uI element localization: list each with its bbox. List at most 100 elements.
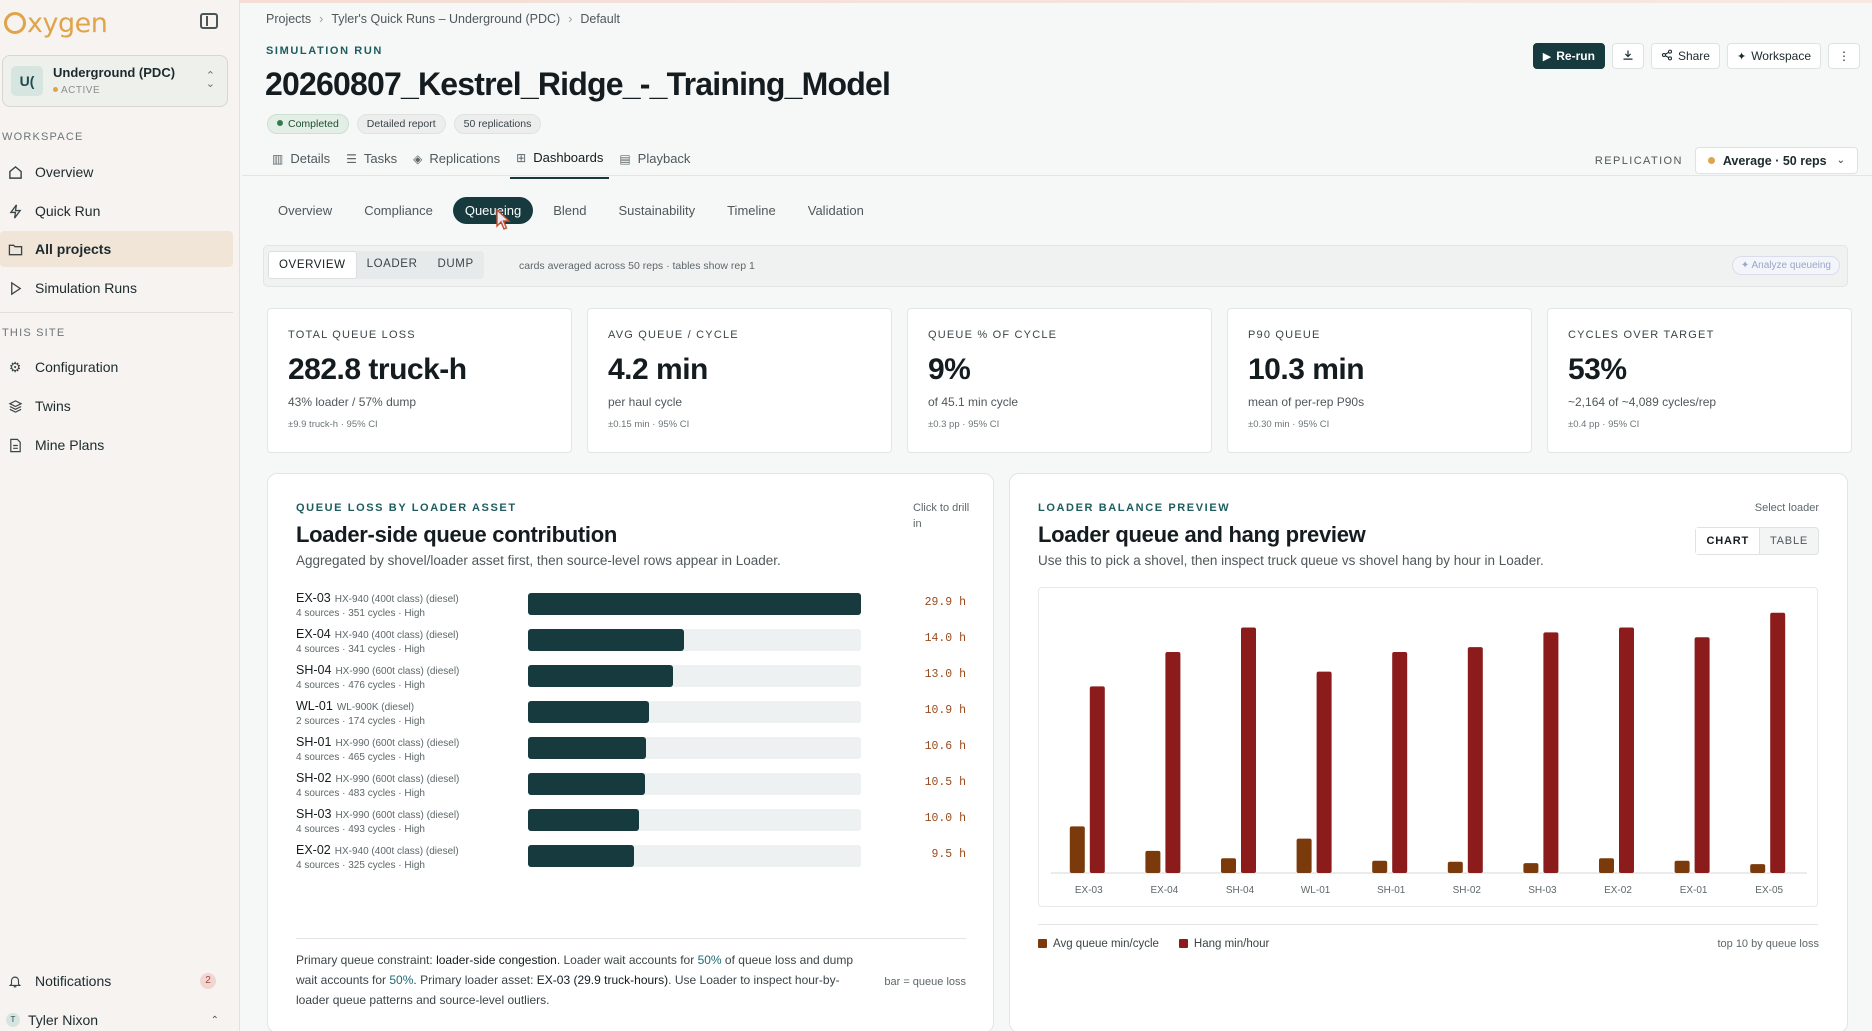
bar-hang[interactable] (1619, 627, 1634, 873)
bar-chart-icon: ▥ (272, 151, 284, 166)
tab-dashboards[interactable]: ⊞ Dashboards (510, 147, 610, 179)
bar-hang[interactable] (1770, 612, 1786, 873)
tab-replications[interactable]: ◈ Replications (413, 151, 501, 166)
sidebar-item-twins[interactable]: Twins (0, 388, 233, 424)
kpi-card: P90 QUEUE 10.3 min mean of per-rep P90s ±0.… (1227, 308, 1532, 453)
x-tick-label: EX-01 (1680, 885, 1708, 896)
bar-avg-queue[interactable] (1069, 826, 1085, 873)
bar-hang[interactable] (1467, 647, 1483, 873)
loader-row[interactable]: SH-04 HX-990 (600t class) (diesel) 4 sourc… (296, 661, 966, 697)
loader-name: SH-04 HX-990 (600t class) (diesel) (296, 663, 460, 677)
kpi-label: QUEUE % OF CYCLE (928, 329, 1058, 341)
collapse-sidebar-icon[interactable] (200, 13, 218, 29)
play-icon: ▶ (1542, 50, 1552, 63)
download-button[interactable] (1611, 43, 1644, 69)
tab-tasks[interactable]: ☰ Tasks (346, 151, 398, 166)
bar-avg-queue[interactable] (1372, 860, 1388, 873)
rerun-button[interactable]: ▶ Re-run (1532, 43, 1605, 69)
loader-row[interactable]: SH-03 HX-990 (600t class) (diesel) 4 sourc… (296, 805, 966, 841)
x-tick-label: EX-05 (1755, 885, 1783, 896)
view-dump[interactable]: DUMP (437, 258, 474, 270)
x-tick-label: EX-02 (1604, 885, 1632, 896)
more-menu-button[interactable]: ⋮ (1828, 43, 1860, 69)
breadcrumb-projects[interactable]: Projects (266, 12, 312, 26)
sidebar-item-configuration[interactable]: ⚙ Configuration (0, 349, 233, 385)
bar-avg-queue[interactable] (1145, 850, 1161, 873)
loader-row[interactable]: EX-02 HX-940 (400t class) (diesel) 4 sourc… (296, 841, 966, 877)
loader-row[interactable]: SH-01 HX-990 (600t class) (diesel) 4 sourc… (296, 733, 966, 769)
tab-details[interactable]: ▥ Details (272, 151, 331, 166)
sidebar-item-all-projects[interactable]: All projects (0, 231, 233, 267)
kpi-subtext: 43% loader / 57% dump (288, 395, 417, 409)
replication-select[interactable]: Average · 50 reps ⌄ (1694, 147, 1858, 174)
bar-hang[interactable] (1089, 686, 1105, 873)
analyze-queueing-button[interactable]: ✦ Analyze queueing (1731, 256, 1840, 275)
kpi-value: 4.2 min (608, 353, 708, 386)
loader-row[interactable]: EX-03 HX-940 (400t class) (diesel) 4 sourc… (296, 589, 966, 625)
app-logo[interactable]: xygen (4, 8, 108, 39)
breadcrumb-project[interactable]: Tyler's Quick Runs – Underground (PDC) (331, 12, 561, 26)
bar-avg-queue[interactable] (1599, 858, 1614, 873)
bar-hang[interactable] (1392, 652, 1408, 873)
home-icon (6, 163, 24, 181)
kpi-confidence: ±0.3 pp · 95% CI (928, 419, 1000, 430)
subtab-blend[interactable]: Blend (553, 203, 587, 218)
loader-row[interactable]: WL-01 WL-900K (diesel) 2 sources · 174 cyc… (296, 697, 966, 733)
bar-hang[interactable] (1543, 632, 1559, 873)
user-menu[interactable]: T Tyler Nixon ⌃ (0, 1002, 233, 1031)
bar-avg-queue[interactable] (1296, 838, 1312, 873)
loader-row[interactable]: EX-04 HX-940 (400t class) (diesel) 4 sourc… (296, 625, 966, 661)
panel-title: Loader queue and hang preview (1038, 522, 1366, 547)
subtab-timeline[interactable]: Timeline (727, 203, 776, 218)
view-overview[interactable]: OVERVIEW (268, 251, 357, 279)
bell-icon (6, 972, 24, 990)
subtab-overview[interactable]: Overview (278, 203, 333, 218)
replications-badge: 50 replications (453, 114, 542, 134)
kpi-confidence: ±0.15 min · 95% CI (608, 419, 690, 430)
chart-table-toggle: CHART TABLE (1695, 527, 1819, 555)
bar-hang[interactable] (1165, 652, 1181, 873)
bar-hang[interactable] (1316, 671, 1332, 873)
bar-hang[interactable] (1241, 627, 1256, 873)
chart-view-button[interactable]: CHART (1696, 528, 1760, 554)
loader-meta: 2 sources · 174 cycles · High (296, 716, 425, 727)
sidebar-item-overview[interactable]: Overview (0, 154, 233, 190)
bar-hang[interactable] (1694, 637, 1710, 873)
bar-avg-queue[interactable] (1447, 861, 1463, 873)
share-button[interactable]: Share (1650, 43, 1720, 69)
breadcrumb-separator-icon: › (568, 12, 573, 26)
queue-loss-by-loader-panel: QUEUE LOSS BY LOADER ASSET Loader-side q… (267, 473, 994, 1031)
workspace-button[interactable]: ✦ Workspace (1726, 43, 1821, 69)
bar-value: 10.5 h (924, 776, 966, 789)
panel-description: Aggregated by shovel/loader asset first,… (296, 553, 781, 568)
kpi-card: CYCLES OVER TARGET 53% ~2,164 of ~4,089 cy… (1547, 308, 1852, 453)
bar-avg-queue[interactable] (1221, 858, 1236, 873)
subtab-validation[interactable]: Validation (807, 203, 864, 218)
sidebar: xygen U( Underground (PDC) ACTIVE ⌃ ⌄ WOR… (0, 0, 240, 1031)
kpi-label: TOTAL QUEUE LOSS (288, 329, 416, 341)
bar-track (528, 629, 861, 651)
sidebar-item-simulation-runs[interactable]: Simulation Runs (0, 270, 233, 306)
bar-avg-queue[interactable] (1750, 864, 1766, 873)
bar-avg-queue[interactable] (1674, 860, 1690, 873)
loader-meta: 4 sources · 325 cycles · High (296, 860, 425, 871)
run-tabs: ▥ Details ☰ Tasks ◈ Replications ⊞ Dashboard… (266, 147, 696, 179)
bar-fill (528, 845, 634, 867)
notification-count-badge: 2 (200, 973, 216, 989)
sidebar-item-quick-run[interactable]: Quick Run (0, 193, 233, 229)
site-switcher[interactable]: U( Underground (PDC) ACTIVE ⌃ ⌄ (2, 55, 228, 107)
tab-playback[interactable]: ▤ Playback (619, 151, 691, 166)
loader-row[interactable]: SH-02 HX-990 (600t class) (diesel) 4 sourc… (296, 769, 966, 805)
subtab-queueing[interactable]: Queueing (452, 197, 534, 224)
table-view-button[interactable]: TABLE (1769, 535, 1808, 547)
bar-avg-queue[interactable] (1523, 863, 1539, 873)
view-loader[interactable]: LOADER (366, 258, 418, 270)
loader-balance-chart: EX-03 EX-04 SH-04 WL-01 SH-01 SH-02 SH-03 EX-02… (1038, 587, 1818, 907)
site-name: Underground (PDC) (53, 65, 176, 80)
sidebar-item-notifications[interactable]: Notifications 2 (0, 963, 233, 999)
download-icon (1622, 49, 1634, 64)
chevron-updown-icon: ⌃ ⌄ (205, 70, 215, 90)
sidebar-item-mine-plans[interactable]: Mine Plans (0, 427, 233, 463)
subtab-sustainability[interactable]: Sustainability (618, 203, 696, 218)
subtab-compliance[interactable]: Compliance (364, 203, 433, 218)
